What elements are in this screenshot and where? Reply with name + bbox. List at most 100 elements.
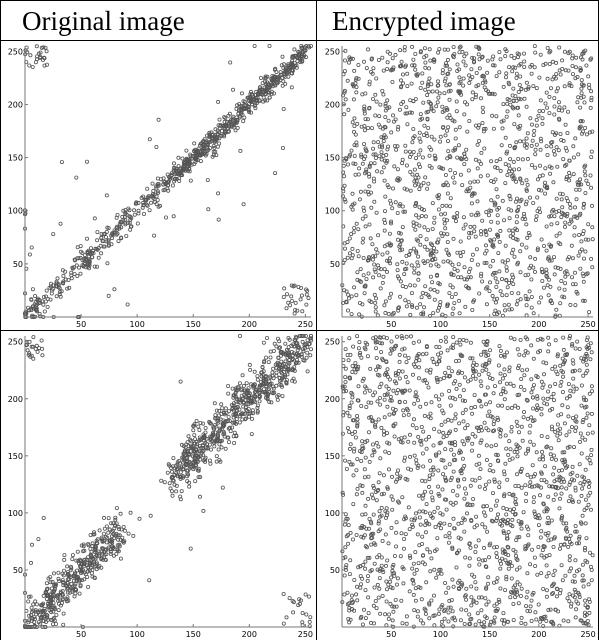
scatter-point: [188, 443, 193, 448]
scatter-point: [579, 451, 584, 456]
scatter-point: [301, 50, 306, 55]
scatter-point: [60, 592, 65, 597]
scatter-point: [255, 99, 260, 104]
scatter-point: [30, 344, 35, 349]
scatter-point: [492, 620, 497, 625]
scatter-point: [590, 265, 595, 270]
scatter-point: [369, 492, 374, 497]
scatter-point: [230, 87, 235, 92]
scatter-point: [359, 154, 364, 159]
scatter-point: [58, 221, 63, 226]
scatter-point: [410, 423, 415, 428]
scatter-point: [283, 359, 288, 364]
scatter-point: [482, 260, 487, 265]
scatter-point: [94, 567, 99, 572]
scatter-point: [484, 602, 489, 607]
scatter-point: [576, 152, 581, 157]
scatter-point: [382, 133, 387, 138]
scatter-point: [154, 186, 159, 191]
scatter-point: [542, 401, 547, 406]
scatter-point: [351, 97, 356, 102]
scatter-point: [274, 344, 279, 349]
scatter-point: [453, 127, 458, 132]
scatter-point: [355, 334, 360, 339]
scatter-point: [470, 502, 475, 507]
scatter-point: [458, 342, 463, 347]
scatter-point: [495, 415, 500, 420]
scatter-point: [89, 549, 94, 554]
scatter-point: [413, 390, 418, 395]
scatter-point: [480, 218, 485, 223]
scatter-point: [561, 618, 566, 623]
scatter-point: [498, 289, 503, 294]
scatter-point: [422, 225, 427, 230]
scatter-point: [411, 57, 416, 62]
scatter-point: [473, 544, 478, 549]
scatter-point: [584, 178, 589, 183]
scatter-point: [546, 255, 551, 260]
scatter-point: [518, 177, 523, 182]
scatter-point: [427, 145, 432, 150]
scatter-point: [59, 160, 64, 165]
scatter-point: [571, 172, 576, 177]
scatter-point: [241, 383, 246, 388]
scatter-point: [441, 435, 446, 440]
scatter-point: [504, 114, 509, 119]
scatter-point: [395, 210, 400, 215]
scatter-point: [306, 594, 311, 599]
scatter-point: [573, 429, 578, 434]
scatter-point: [230, 420, 235, 425]
scatter-point: [304, 355, 309, 360]
scatter-point: [510, 228, 515, 233]
scatter-point: [412, 283, 417, 288]
scatter-point: [483, 80, 488, 85]
scatter-point: [503, 588, 508, 593]
scatter-point: [470, 307, 475, 312]
scatter-point: [400, 161, 405, 166]
scatter-point: [480, 54, 485, 59]
scatter-point: [376, 122, 381, 127]
scatter-point: [467, 230, 472, 235]
scatter-point: [209, 130, 214, 135]
scatter-point: [380, 145, 385, 150]
scatter-point: [27, 308, 32, 313]
scatter-point: [99, 251, 104, 256]
scatter-point: [87, 560, 92, 565]
scatter-point: [481, 126, 486, 131]
scatter-point: [495, 311, 500, 316]
scatter-point: [417, 339, 422, 344]
scatter-point: [239, 106, 244, 111]
scatter-point: [494, 187, 499, 192]
scatter-point: [555, 422, 560, 427]
scatter-point: [211, 153, 216, 158]
scatter-point: [569, 541, 574, 546]
scatter-point: [540, 121, 545, 126]
scatter-point: [214, 135, 219, 140]
scatter-point: [237, 407, 242, 412]
scatter-point: [362, 142, 367, 147]
scatter-point: [31, 356, 36, 361]
scatter-point: [570, 593, 575, 598]
scatter-point: [70, 553, 75, 558]
scatter-point: [473, 369, 478, 374]
scatter-point: [174, 171, 179, 176]
scatter-point: [399, 598, 404, 603]
scatter-point: [480, 279, 485, 284]
scatter-point: [247, 105, 252, 110]
scatter-point: [495, 576, 500, 581]
scatter-point: [498, 353, 503, 358]
scatter-point: [36, 609, 41, 614]
scatter-point: [428, 263, 433, 268]
scatter-point: [577, 439, 582, 444]
scatter-point: [484, 286, 489, 291]
scatter-point: [498, 228, 503, 233]
scatter-point: [556, 148, 561, 153]
scatter-point: [279, 384, 284, 389]
scatter-point: [565, 445, 570, 450]
scatter-point: [475, 199, 480, 204]
scatter-point: [547, 214, 552, 219]
scatter-point: [519, 620, 524, 625]
scatter-point: [447, 389, 452, 394]
scatter-point: [579, 91, 584, 96]
scatter-point: [392, 164, 397, 169]
